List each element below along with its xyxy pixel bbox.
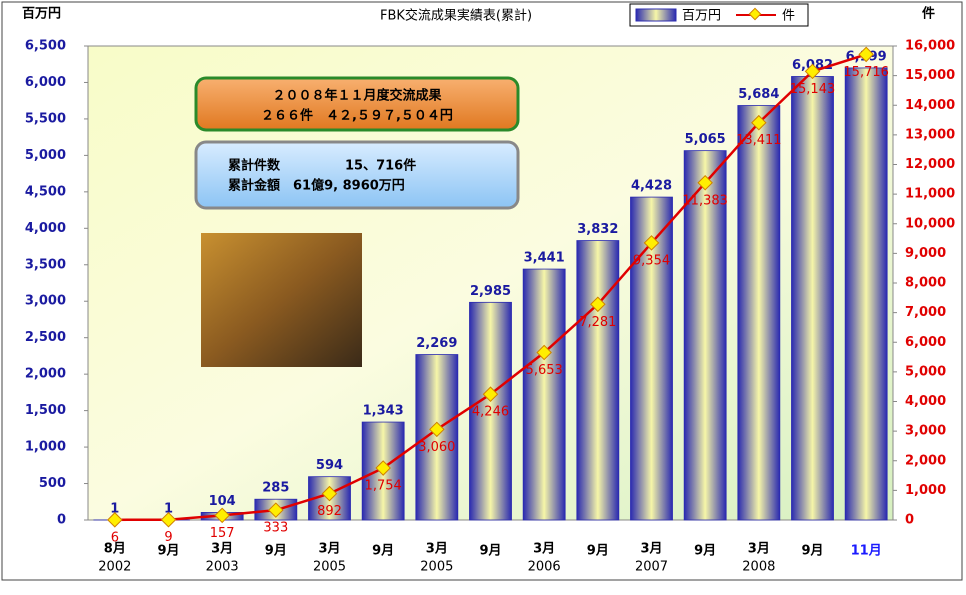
y2-tick-label: 16,000 bbox=[905, 39, 955, 54]
annotation: 累計金額 61億9, 8960万円 bbox=[228, 178, 405, 194]
x-tick-label: 3月 bbox=[640, 542, 662, 557]
line-label: 15,716 bbox=[843, 65, 889, 80]
x-tick-year: 2003 bbox=[206, 560, 239, 575]
line-label: 892 bbox=[317, 504, 342, 519]
y2-tick-label: 11,000 bbox=[905, 187, 955, 202]
x-tick-label: 9月 bbox=[157, 544, 179, 559]
bar bbox=[523, 269, 565, 520]
line-label: 6 bbox=[111, 530, 119, 545]
line-label: 157 bbox=[210, 526, 235, 541]
x-tick-label: 3月 bbox=[426, 542, 448, 557]
y2-tick-label: 9,000 bbox=[905, 246, 946, 261]
bar bbox=[738, 106, 780, 520]
y2-tick-label: 5,000 bbox=[905, 364, 946, 379]
bar bbox=[577, 241, 619, 520]
bar bbox=[845, 68, 887, 520]
line-label: 11,383 bbox=[682, 193, 728, 208]
y2-tick-label: 13,000 bbox=[905, 127, 955, 142]
y2-axis-label: 件 bbox=[922, 6, 935, 22]
y2-tick-label: 3,000 bbox=[905, 424, 946, 439]
bar-label: 285 bbox=[262, 481, 289, 496]
y2-tick-label: 6,000 bbox=[905, 335, 946, 350]
bar-label: 5,065 bbox=[685, 132, 726, 147]
line-label: 9 bbox=[164, 530, 172, 545]
bar-label: 104 bbox=[209, 494, 236, 509]
y-tick-label: 4,000 bbox=[25, 221, 66, 236]
bar bbox=[792, 76, 834, 520]
bar-label: 1,343 bbox=[363, 404, 404, 419]
x-tick-year: 2008 bbox=[742, 560, 775, 575]
y2-tick-label: 8,000 bbox=[905, 276, 946, 291]
legend-label: 件 bbox=[782, 9, 795, 24]
y-axis-label: 百万円 bbox=[22, 7, 61, 22]
y-tick-label: 2,000 bbox=[25, 367, 66, 382]
y2-tick-label: 7,000 bbox=[905, 305, 946, 320]
line-label: 13,411 bbox=[736, 133, 782, 148]
x-tick-year: 2005 bbox=[420, 560, 453, 575]
y-tick-label: 3,500 bbox=[25, 257, 66, 272]
y2-tick-label: 14,000 bbox=[905, 98, 955, 113]
y-tick-label: 2,500 bbox=[25, 330, 66, 345]
y2-tick-label: 4,000 bbox=[905, 394, 946, 409]
line-label: 1,754 bbox=[365, 479, 402, 494]
legend: 百万円 件 bbox=[630, 4, 808, 26]
y-tick-label: 6,000 bbox=[25, 75, 66, 90]
y2-tick-label: 15,000 bbox=[905, 68, 955, 83]
y-tick-label: 1,500 bbox=[25, 403, 66, 418]
photo bbox=[201, 233, 362, 367]
y-tick-label: 5,500 bbox=[25, 111, 66, 126]
x-tick-label: 3月 bbox=[533, 542, 555, 557]
y-tick-label: 4,500 bbox=[25, 184, 66, 199]
bar-label: 2,269 bbox=[416, 336, 457, 351]
bar-label: 594 bbox=[316, 458, 343, 473]
x-tick-label: 9月 bbox=[587, 544, 609, 559]
legend-swatch bbox=[636, 9, 676, 21]
line-label: 7,281 bbox=[579, 315, 616, 330]
annotation-box bbox=[196, 142, 518, 208]
x-tick-label: 3月 bbox=[211, 542, 233, 557]
x-tick-year: 2002 bbox=[98, 560, 131, 575]
legend-label: 百万円 bbox=[682, 9, 721, 24]
bar-label: 3,832 bbox=[577, 222, 618, 237]
y-tick-label: 3,000 bbox=[25, 294, 66, 309]
y2-tick-label: 10,000 bbox=[905, 216, 955, 231]
bar-label: 5,684 bbox=[738, 87, 779, 102]
line-label: 5,653 bbox=[526, 363, 563, 378]
x-tick-label: 9月 bbox=[372, 544, 394, 559]
x-tick-label: 11月 bbox=[851, 544, 882, 559]
annotation: 累計件数 15、716件 bbox=[228, 158, 416, 174]
y-tick-label: 1,000 bbox=[25, 440, 66, 455]
y2-tick-label: 2,000 bbox=[905, 453, 946, 468]
x-tick-year: 2007 bbox=[635, 560, 668, 575]
line-label: 3,060 bbox=[418, 440, 455, 455]
bar-label: 4,428 bbox=[631, 179, 672, 194]
y-tick-label: 0 bbox=[57, 513, 66, 528]
annotation: ２６６件 ４２,５９７,５０４円 bbox=[261, 108, 453, 124]
x-tick-label: 9月 bbox=[801, 544, 823, 559]
line-label: 333 bbox=[263, 521, 288, 536]
line-label: 9,354 bbox=[633, 253, 670, 268]
x-tick-label: 9月 bbox=[265, 544, 287, 559]
x-tick-year: 2005 bbox=[313, 560, 346, 575]
x-tick-year: 2006 bbox=[528, 560, 561, 575]
bar-label: 2,985 bbox=[470, 284, 511, 299]
x-tick-label: 3月 bbox=[748, 542, 770, 557]
y2-tick-label: 1,000 bbox=[905, 483, 946, 498]
chart-title: FBK交流成果実績表(累計) bbox=[380, 8, 532, 24]
y-tick-label: 500 bbox=[39, 476, 66, 491]
x-tick-label: 9月 bbox=[694, 544, 716, 559]
bar bbox=[416, 355, 458, 520]
y2-tick-label: 0 bbox=[905, 513, 914, 528]
line-label: 15,143 bbox=[790, 82, 836, 97]
y-tick-label: 6,500 bbox=[25, 39, 66, 54]
y-tick-label: 5,000 bbox=[25, 148, 66, 163]
x-tick-label: 3月 bbox=[318, 542, 340, 557]
annotation: ２００８年１１月度交流成果 bbox=[272, 88, 441, 104]
x-tick-label: 9月 bbox=[479, 544, 501, 559]
line-label: 4,246 bbox=[472, 405, 509, 420]
bar-label: 3,441 bbox=[524, 251, 565, 266]
y2-tick-label: 12,000 bbox=[905, 157, 955, 172]
chart: FBK交流成果実績表(累計) 百万円 件 百万円 件 ２００８年１１月度交流成果… bbox=[0, 0, 966, 595]
